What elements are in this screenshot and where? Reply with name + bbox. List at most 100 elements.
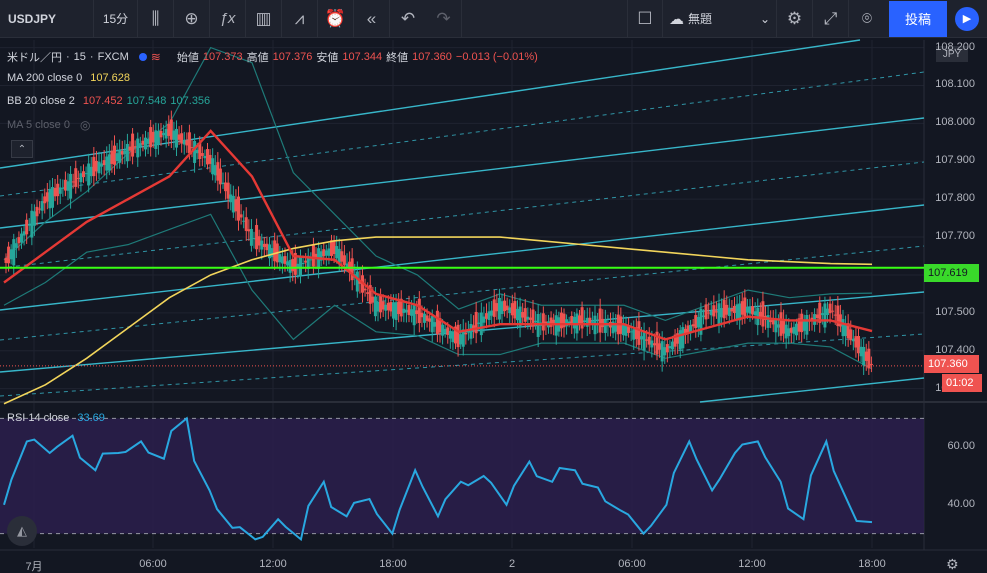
candle-body [552,319,556,326]
candle-body [394,302,398,320]
candle-body [425,315,429,321]
candle-body [131,133,135,157]
candle-body [410,309,414,316]
candle-body [634,327,638,339]
gear-icon[interactable]: ⚙ [946,556,959,572]
replay-icon[interactable]: « [354,0,390,38]
collapse-legend-button[interactable]: ⌃ [11,140,33,158]
channel-line [0,204,925,311]
fullscreen-toggle-icon[interactable]: ☐ [627,0,663,38]
channel-line [0,71,925,197]
candle-body [278,254,282,263]
candle-body [867,348,871,369]
candle-body [56,183,60,197]
candle-body [668,346,672,349]
compare-icon[interactable]: ⩘ [282,0,318,38]
low-value: 107.344 [342,51,383,63]
candle-body [714,311,718,313]
bb-legend[interactable]: BB 20 close 2 107.452 107.548 107.356 [7,95,210,107]
candle-body [252,238,256,240]
candle-body [526,316,530,320]
candle-body [720,308,724,318]
chart-template-icon[interactable]: ▥ [246,0,282,38]
snapshot-icon[interactable]: ⌾ [861,8,873,28]
chart-canvas[interactable] [0,38,987,573]
candle-body [190,147,194,149]
redo-icon[interactable]: ↷ [426,0,462,38]
bb-basis-value: 107.452 [82,95,123,107]
candle-body [123,150,127,155]
ma200-legend[interactable]: MA 200 close 0 107.628 [7,72,130,84]
candle-body [402,308,406,313]
candle-body [541,313,545,331]
play-button[interactable]: ▶ [947,6,987,31]
fx-icon[interactable]: ƒx [210,0,246,38]
candle-body [466,331,470,333]
rsi-line [3,416,873,542]
candle-body [766,315,770,328]
low-label: 安値 [316,52,339,64]
candle-body [198,142,202,160]
candle-body [239,214,243,218]
fullscreen-icon[interactable]: ⤢ [813,0,849,38]
last-price-tag: 107.360 [924,355,979,373]
candles-icon[interactable]: ⫼ [138,0,174,38]
candle-body [660,341,664,362]
candle-body [206,149,209,165]
candle-body [384,304,388,311]
candle-body [32,211,36,226]
interval-button[interactable]: 15分 [94,0,138,38]
layout-button[interactable]: ☁ 無題 ⌄ [663,0,777,38]
candle-body [508,307,512,314]
candle-body [237,196,240,221]
ma5-legend[interactable]: MA 5 close 0 ◎ [7,118,90,132]
candle-body [14,243,18,248]
publish-button[interactable]: 投稿 [889,0,947,37]
undo-icon[interactable]: ↶ [400,8,416,28]
candle-body [226,182,230,199]
chart-area[interactable] [0,38,987,573]
candle-body [658,343,662,350]
candle-body [71,181,75,183]
bb-lower-line [3,213,873,370]
candle-body [366,292,370,294]
candle-body [792,326,796,334]
bb-basis-line [3,129,873,341]
candle-body [389,302,393,312]
candle-body [417,298,421,323]
candle-body [707,312,711,314]
candle-body [110,150,114,164]
candle-body [229,194,233,203]
eye-off-icon[interactable]: ◎ [79,118,91,132]
legend-interval: 15 [73,51,86,63]
candle-body [487,311,491,320]
candle-body [691,324,695,327]
candle-body [12,239,16,266]
candle-body [621,323,625,336]
rsi-legend[interactable]: RSI 14 close 33.69 [7,412,105,424]
symbol-search-button[interactable]: USDJPY [0,0,94,38]
candle-body [797,318,801,332]
candle-body [182,139,186,145]
settings-icon[interactable]: ⚙ [777,0,813,38]
candle-body [371,296,375,303]
rsi-band-fill [0,418,924,534]
tradingview-logo-icon[interactable]: ◭ [7,516,37,546]
candle-body [640,336,643,340]
price-tick-label: 107.700 [935,230,975,243]
candle-body [7,246,11,264]
alert-icon[interactable]: ⏰ [318,0,354,38]
candle-body [208,154,212,164]
add-indicator-icon[interactable]: ⊕ [174,0,210,38]
candle-body [288,259,292,273]
candle-body [43,196,47,204]
price-tick-label: 107.400 [935,343,975,356]
currency-badge[interactable]: JPY [936,46,968,62]
candle-body [769,320,773,323]
candle-body [655,331,659,355]
candle-body [784,324,788,339]
candle-body [332,240,336,254]
rsi-tick-label: 60.00 [947,440,975,453]
candle-body [433,322,437,327]
candle-body [738,303,742,321]
